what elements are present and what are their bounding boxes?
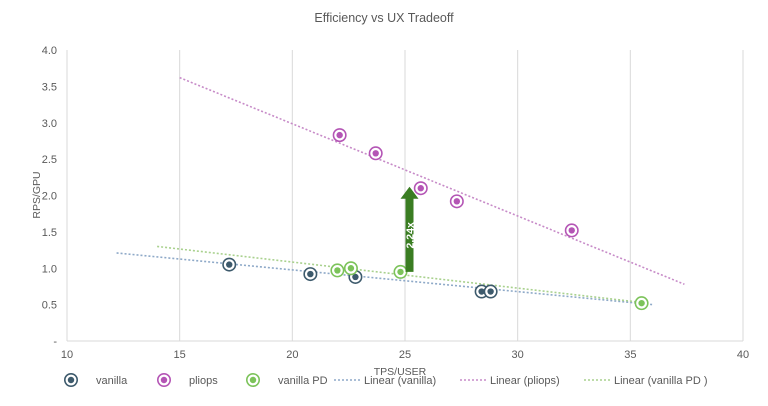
legend-marker-1 bbox=[157, 372, 172, 387]
y-tick-label-0: - bbox=[53, 336, 57, 348]
chart-title: Efficiency vs UX Tradeoff bbox=[314, 11, 454, 25]
point-s1-2-dot bbox=[417, 185, 424, 192]
y-tick-label-1: 0.5 bbox=[42, 300, 57, 312]
point-s0-0 bbox=[222, 257, 237, 272]
y-tick-label-8: 4.0 bbox=[42, 45, 57, 57]
trendline-1 bbox=[179, 76, 685, 285]
legend-label-1: pliops bbox=[189, 375, 218, 387]
trendline-0 bbox=[116, 252, 653, 306]
legend-marker-0-dot bbox=[67, 376, 75, 384]
point-s1-4 bbox=[564, 223, 579, 238]
x-tick-label-2: 20 bbox=[286, 349, 298, 361]
point-s0-1-dot bbox=[307, 270, 314, 278]
x-tick-labels: 10 15 20 25 30 35 40 bbox=[61, 349, 749, 361]
grid-lines bbox=[66, 50, 744, 342]
legend-item-3: Linear (vanilla) bbox=[334, 375, 436, 387]
y-axis-title: RPS/GPU bbox=[31, 171, 43, 218]
legend-marker-2-dot bbox=[249, 376, 257, 384]
trendlines bbox=[116, 76, 685, 306]
point-s1-3-dot bbox=[453, 198, 461, 205]
legend-marker-0 bbox=[64, 372, 79, 387]
point-s1-0-dot bbox=[336, 131, 343, 139]
x-tick-label-4: 30 bbox=[512, 349, 524, 361]
trendline-2 bbox=[157, 245, 642, 304]
legend-label-5: Linear (vanilla PD ) bbox=[614, 375, 708, 387]
legend-label-0: vanilla bbox=[96, 375, 128, 387]
point-s2-2 bbox=[393, 264, 408, 279]
x-tick-label-0: 10 bbox=[61, 349, 73, 361]
point-s2-1-dot bbox=[347, 265, 355, 272]
x-tick-label-6: 40 bbox=[737, 349, 749, 361]
ratio-arrow bbox=[400, 186, 419, 272]
point-s0-4 bbox=[483, 284, 498, 299]
point-s2-0 bbox=[330, 263, 345, 278]
legend-label-4: Linear (pliops) bbox=[490, 375, 560, 387]
legend-item-2: vanilla PD bbox=[246, 372, 328, 387]
x-tick-label-3: 25 bbox=[399, 349, 411, 361]
y-tick-label-5: 2.5 bbox=[42, 154, 57, 166]
point-s0-3-dot bbox=[478, 288, 485, 295]
y-tick-label-2: 1.0 bbox=[42, 263, 57, 275]
y-tick-label-3: 1.5 bbox=[42, 227, 57, 239]
point-s1-1-dot bbox=[372, 150, 379, 157]
legend-marker-1-dot bbox=[160, 376, 168, 384]
point-s0-0-dot bbox=[226, 261, 233, 268]
point-s2-2-dot bbox=[397, 268, 404, 276]
point-s2-0-dot bbox=[334, 267, 341, 274]
point-s1-3 bbox=[449, 194, 464, 209]
point-s0-1 bbox=[303, 267, 318, 282]
y-tick-label-7: 3.5 bbox=[42, 81, 57, 93]
point-s2-1 bbox=[343, 261, 358, 276]
point-s2-3-dot bbox=[638, 299, 645, 307]
x-tick-label-1: 15 bbox=[174, 349, 186, 361]
point-s1-0 bbox=[332, 128, 347, 143]
legend-item-5: Linear (vanilla PD ) bbox=[584, 375, 708, 387]
legend-item-0: vanilla bbox=[64, 372, 128, 387]
point-s1-2 bbox=[413, 181, 428, 196]
point-s2-3 bbox=[634, 296, 649, 311]
y-tick-label-4: 2.0 bbox=[42, 191, 57, 203]
ratio-annotation: 2.24x bbox=[400, 186, 419, 272]
data-points bbox=[222, 128, 649, 311]
x-axis-title: TPS/USER bbox=[374, 366, 427, 378]
legend: vanilla pliops vanilla PD Linear (vanilla) L… bbox=[64, 372, 708, 387]
point-s1-1 bbox=[368, 146, 383, 161]
point-s0-2-dot bbox=[352, 273, 359, 281]
legend-label-3: Linear (vanilla) bbox=[364, 375, 436, 387]
legend-marker-2 bbox=[246, 372, 261, 387]
point-s0-4-dot bbox=[487, 288, 494, 295]
ratio-label: 2.24x bbox=[405, 222, 417, 248]
legend-item-4: Linear (pliops) bbox=[460, 375, 560, 387]
x-tick-label-5: 35 bbox=[624, 349, 636, 361]
legend-item-1: pliops bbox=[157, 372, 218, 387]
y-tick-label-6: 3.0 bbox=[42, 118, 57, 130]
y-tick-labels: - 0.5 1.0 1.5 2.0 2.5 3.0 3.5 4.0 bbox=[42, 45, 58, 348]
legend-label-2: vanilla PD bbox=[278, 375, 328, 387]
point-s1-4-dot bbox=[568, 227, 575, 234]
